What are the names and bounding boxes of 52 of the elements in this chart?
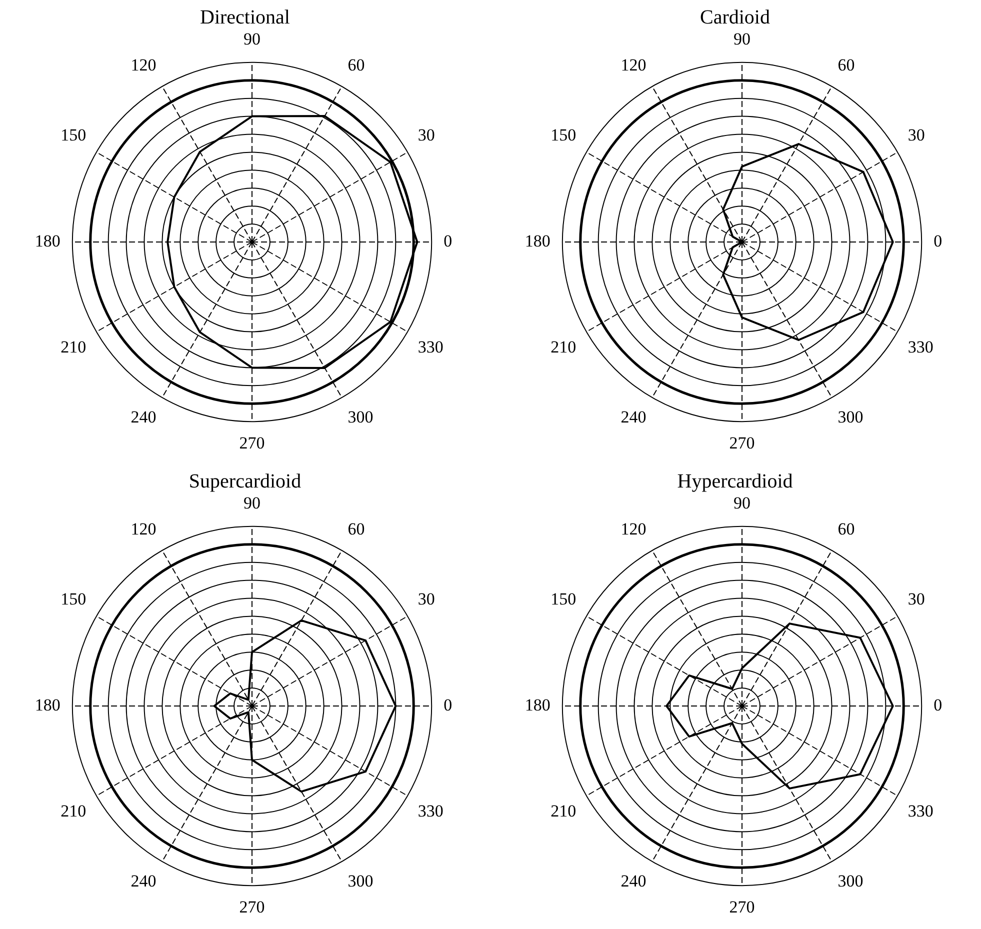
spoke-label: 30 [418, 589, 435, 608]
spoke-label: 270 [729, 897, 755, 916]
spoke-label: 300 [348, 408, 374, 427]
spoke-label: 330 [908, 337, 934, 356]
chart-title: Cardioid [700, 6, 770, 28]
spoke-label: 300 [348, 872, 374, 891]
spoke-label: 150 [550, 589, 576, 608]
spoke-label: 210 [60, 337, 86, 356]
spoke-label: 240 [620, 872, 646, 891]
spoke-label: 30 [418, 125, 435, 144]
spoke-label: 60 [838, 519, 855, 538]
spoke-label: 210 [550, 801, 576, 820]
spoke-label: 60 [348, 519, 365, 538]
spoke-label: 90 [244, 494, 260, 513]
spoke-label: 120 [130, 55, 156, 74]
spoke-label: 180 [524, 695, 550, 714]
spoke-label: 150 [550, 125, 576, 144]
spoke-label: 270 [239, 897, 265, 916]
chart-title: Supercardioid [188, 470, 302, 492]
spoke-label: 30 [908, 125, 925, 144]
spoke-label: 330 [418, 801, 444, 820]
spoke-label: 330 [908, 801, 934, 820]
chart-title: Directional [200, 6, 290, 28]
spoke-label: 30 [908, 589, 925, 608]
spoke-label: 150 [60, 589, 86, 608]
spoke-label: 0 [934, 695, 942, 714]
spoke-label: 180 [524, 231, 550, 250]
spoke-label: 60 [348, 55, 365, 74]
spoke-label: 300 [838, 872, 864, 891]
spoke-label: 210 [60, 801, 86, 820]
spoke-label: 90 [734, 30, 750, 49]
spoke-label: 90 [244, 30, 260, 49]
spoke-label: 0 [444, 695, 452, 714]
spoke-label: 330 [418, 337, 444, 356]
spoke-label: 120 [620, 55, 646, 74]
spoke-label: 90 [734, 494, 750, 513]
spoke-label: 240 [130, 408, 156, 427]
spoke-label: 300 [838, 408, 864, 427]
spoke-label: 270 [239, 433, 265, 452]
spoke-label: 210 [550, 337, 576, 356]
spoke-label: 270 [729, 433, 755, 452]
chart-title: Hypercardioid [677, 470, 793, 492]
spoke-label: 120 [130, 519, 156, 538]
spoke-label: 120 [620, 519, 646, 538]
spoke-label: 0 [934, 231, 942, 250]
spoke-label: 60 [838, 55, 855, 74]
spoke-label: 180 [34, 695, 60, 714]
spoke-label: 150 [60, 125, 86, 144]
spoke-label: 240 [620, 408, 646, 427]
spoke-label: 240 [130, 872, 156, 891]
spoke-label: 180 [34, 231, 60, 250]
spoke-label: 0 [444, 231, 452, 250]
